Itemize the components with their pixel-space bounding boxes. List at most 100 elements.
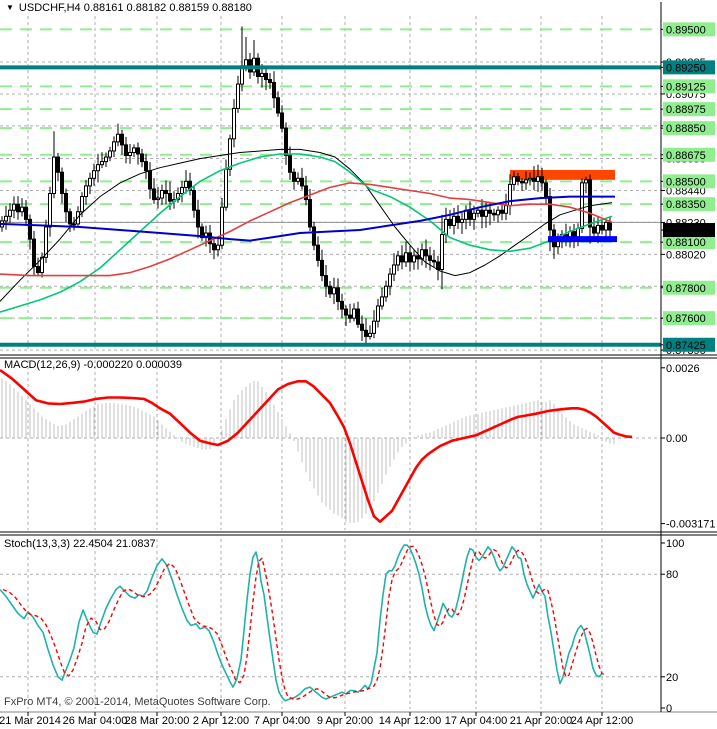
candle-body (592, 226, 596, 234)
candle-body (440, 234, 444, 271)
candle-body (436, 261, 440, 271)
axis-label: 0.88020 (666, 249, 706, 261)
candle-body (48, 193, 52, 228)
candle-body (4, 215, 8, 222)
ma-red (0, 182, 613, 277)
axis-label: -0.003171 (666, 519, 716, 531)
ma-blue (0, 195, 615, 242)
macd-indicator-label: MACD(12,26,9) -0.000220 0.000039 (4, 359, 182, 371)
candle-body (492, 212, 496, 216)
level-badge (663, 22, 715, 37)
candle-body (116, 133, 120, 143)
candle-body (376, 305, 380, 322)
candle-body (480, 209, 484, 217)
candle-body (368, 332, 372, 337)
candle-body (260, 72, 264, 77)
candle-body (40, 256, 44, 274)
level-badge (663, 121, 715, 136)
candle-body (288, 155, 292, 173)
candle-body (180, 186, 184, 195)
candle-body (500, 209, 504, 214)
axis-label: 0 (666, 703, 672, 715)
candle-body (444, 218, 448, 236)
candle-body (468, 209, 472, 220)
time-label: 7 Apr 04:00 (254, 715, 310, 727)
candle-body (496, 209, 500, 216)
level-badge-label: 0.88850 (666, 123, 706, 135)
candle-body (352, 308, 356, 319)
candle-body (508, 183, 512, 207)
level-badge-label: 0.88350 (666, 199, 706, 211)
candle-body (32, 238, 36, 267)
candle-body (528, 177, 532, 181)
candle-body (272, 82, 276, 99)
candle-body (596, 224, 600, 234)
ohlc-text: USDCHF,H4 0.88161 0.88182 0.88159 0.8818… (18, 2, 252, 14)
time-label: 21 Apr 20:00 (510, 715, 572, 727)
level-badge-label: 0.88675 (666, 150, 706, 162)
stoch-panel (0, 544, 661, 702)
candle-body (156, 197, 160, 201)
bid-price-badge-label: 0.88180 (666, 225, 706, 237)
candle-body (524, 179, 528, 184)
teal-level-badge (663, 60, 715, 75)
candle-body (504, 205, 508, 214)
candle-body (112, 141, 116, 152)
candle-body (324, 275, 328, 287)
candle-body (404, 252, 408, 263)
time-label: 9 Apr 20:00 (317, 715, 373, 727)
candle-body (252, 57, 256, 73)
level-badge (663, 197, 715, 212)
level-badge (663, 235, 715, 250)
candle-body (28, 218, 32, 240)
candle-body (588, 179, 592, 228)
axis-label: 0.0026 (666, 363, 700, 375)
level-badge-label: 0.89500 (666, 24, 706, 36)
candle-body (184, 180, 188, 188)
candle-body (360, 323, 364, 331)
candle-body (208, 232, 212, 245)
candle-body (408, 252, 412, 263)
candle-body (124, 144, 128, 157)
candle-body (608, 221, 612, 231)
candle-body (472, 212, 476, 220)
level-badge (663, 79, 715, 94)
candle-body (224, 168, 228, 208)
candle-body (388, 273, 392, 287)
candle-body (356, 308, 360, 325)
candle-body (384, 285, 388, 298)
candle-body (432, 259, 436, 263)
candle-body (220, 206, 224, 246)
candle-body (600, 224, 604, 231)
candle-body (196, 209, 200, 228)
candle-body (308, 199, 312, 228)
candle-body (320, 259, 324, 277)
level-badge (663, 102, 715, 117)
candle-body (296, 177, 300, 182)
candle-body (80, 196, 84, 213)
candle-body (340, 300, 344, 310)
candle-body (448, 218, 452, 226)
level-badge-label: 0.88100 (666, 237, 706, 249)
candle-body (412, 255, 416, 263)
level-badge-label: 0.87800 (666, 283, 706, 295)
candle-body (144, 161, 148, 172)
time-label: 28 Mar 20:00 (125, 715, 190, 727)
candle-body (160, 189, 164, 199)
candle-body (152, 188, 156, 201)
level-badge (663, 311, 715, 326)
candle-body (512, 176, 516, 185)
main-chart-panel (0, 26, 661, 347)
candle-body (488, 209, 492, 214)
stoch-indicator-label: Stoch(13,3,3) 22.4504 21.0837 (4, 538, 156, 550)
time-label: 17 Apr 04:00 (445, 715, 507, 727)
candle-body (540, 176, 544, 184)
level-badge-label: 0.87600 (666, 313, 706, 325)
axis-label: 0.00 (666, 433, 687, 445)
candle-body (132, 147, 136, 153)
axis-label: 100 (666, 538, 684, 550)
stoch-d-line (2, 545, 606, 700)
ma-green (0, 153, 613, 313)
